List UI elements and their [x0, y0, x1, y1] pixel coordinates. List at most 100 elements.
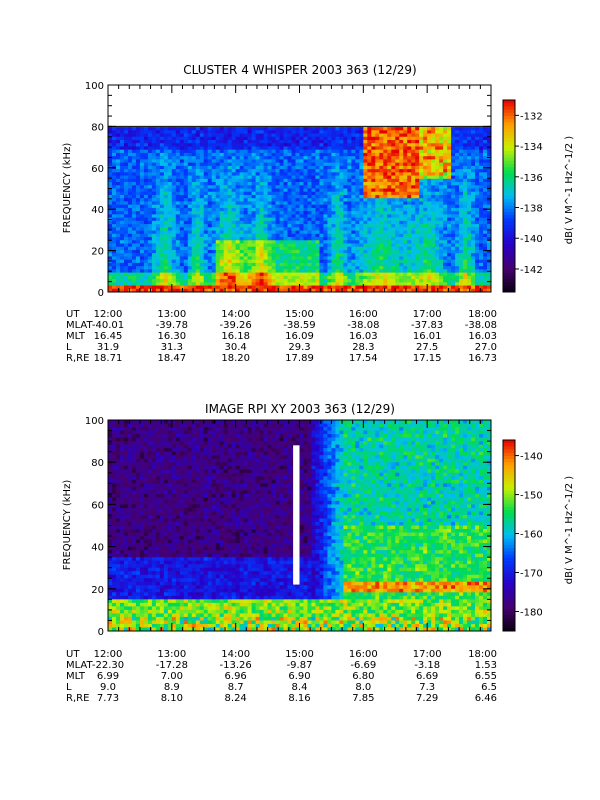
spectrogram-cell: [471, 152, 476, 157]
spectrogram-cell: [199, 130, 205, 134]
spectrogram-cell: [279, 182, 284, 186]
spectrogram-cell: [287, 133, 292, 138]
spectrogram-cell: [235, 201, 241, 206]
spectrogram-cell: [383, 136, 388, 141]
spectrogram-cell: [323, 288, 328, 293]
spectrogram-cell: [435, 249, 440, 254]
spectrogram-cell: [219, 169, 225, 173]
spectrogram-cell: [143, 272, 149, 277]
spectrogram-cell: [291, 201, 296, 206]
spectrogram-cell: [363, 146, 368, 151]
spectrogram-cell: [191, 156, 197, 160]
spectrogram-cell: [483, 156, 488, 160]
spectrogram-cell: [459, 214, 464, 219]
spectrogram-cell: [359, 139, 364, 144]
spectrogram-cell: [279, 175, 284, 180]
spectrogram-cell: [479, 262, 484, 267]
spectrogram-cell: [155, 288, 161, 293]
spectrogram-cell: [415, 191, 420, 196]
spectrogram-cell: [467, 127, 472, 131]
spectrogram-cell: [207, 275, 213, 280]
spectrogram-cell: [108, 240, 113, 244]
spectrogram-cell: [243, 136, 249, 141]
spectrogram-cell: [167, 152, 173, 157]
spectrogram-cell: [327, 246, 332, 251]
spectrogram-cell: [379, 279, 384, 283]
spectrogram-cell: [459, 253, 464, 257]
spectrogram-cell: [463, 194, 468, 199]
spectrogram-cell: [331, 262, 336, 267]
spectrogram-cell: [219, 285, 225, 290]
spectrogram-cell: [287, 182, 292, 186]
spectrogram-cell: [235, 185, 241, 189]
spectrogram-cell: [339, 198, 344, 202]
spectrogram-cell: [123, 220, 129, 225]
spectrogram-cell: [407, 288, 412, 293]
spectrogram-cell: [291, 198, 296, 202]
spectrogram-cell: [291, 275, 296, 280]
spectrogram-cell: [171, 194, 177, 199]
spectrogram-cell: [283, 288, 288, 293]
spectrogram-cell: [483, 143, 488, 147]
spectrogram-cell: [127, 217, 133, 222]
spectrogram-cell: [239, 143, 245, 147]
spectrogram-cell: [447, 133, 452, 138]
spectrogram-cell: [447, 211, 452, 215]
spectrogram-cell: [267, 194, 272, 199]
spectrogram-cell: [175, 256, 181, 261]
spectrogram-cell: [327, 201, 332, 206]
spectrogram-cell: [303, 256, 308, 261]
spectrogram-cell: [479, 253, 484, 257]
spectrogram-cell: [243, 133, 249, 138]
spectrogram-cell: [215, 275, 221, 280]
spectrogram-cell: [235, 217, 241, 222]
spectrogram-cell: [243, 156, 249, 160]
spectrogram-cell: [343, 217, 348, 222]
spectrogram-cell: [335, 217, 340, 222]
spectrogram-cell: [219, 133, 225, 138]
spectrogram-cell: [255, 185, 260, 189]
spectrogram-cell: [419, 230, 424, 235]
spectrogram-cell: [251, 136, 257, 141]
spectrogram-cell: [151, 207, 157, 212]
spectrogram-cell: [411, 285, 416, 290]
spectrogram-cell: [391, 139, 396, 144]
spectrogram-cell: [179, 230, 185, 235]
spectrogram-cell: [355, 201, 360, 206]
spectrogram-cell: [307, 139, 312, 144]
spectrogram-cell: [331, 227, 336, 231]
spectrogram-cell: [139, 175, 145, 180]
spectrogram-cell: [267, 249, 272, 254]
spectrogram-cell: [135, 191, 141, 196]
spectrogram-cell: [187, 288, 193, 293]
spectrogram-cell: [295, 217, 300, 222]
spectrogram-cell: [387, 169, 392, 173]
spectrogram-cell: [379, 246, 384, 251]
spectrogram-cell: [431, 259, 436, 264]
spectrogram-cell: [203, 224, 209, 228]
spectrogram-cell: [247, 272, 253, 277]
spectrogram-cell: [315, 275, 320, 280]
spectrogram-cell: [191, 227, 197, 231]
spectrogram-cell: [139, 201, 145, 206]
spectrogram-cell: [199, 191, 205, 196]
spectrogram-cell: [463, 227, 468, 231]
spectrogram-cell: [191, 243, 197, 248]
spectrogram-cell: [227, 224, 233, 228]
spectrogram-cell: [135, 143, 141, 147]
spectrogram-cell: [439, 269, 444, 273]
spectrogram-cell: [108, 285, 113, 290]
spectrogram-cell: [183, 246, 189, 251]
spectrogram-cell: [483, 269, 488, 273]
spectrogram-cell: [235, 285, 241, 290]
spectrogram-cell: [323, 269, 328, 273]
spectrogram-cell: [163, 194, 169, 199]
spectrogram-cell: [395, 227, 400, 231]
spectrogram-cell: [131, 240, 137, 244]
spectrogram-cell: [163, 275, 169, 280]
spectrogram-cell: [111, 178, 117, 183]
spectrogram-cell: [171, 178, 177, 183]
spectrogram-cell: [123, 204, 129, 209]
spectrogram-cell: [339, 127, 344, 131]
spectrogram-cell: [435, 220, 440, 225]
